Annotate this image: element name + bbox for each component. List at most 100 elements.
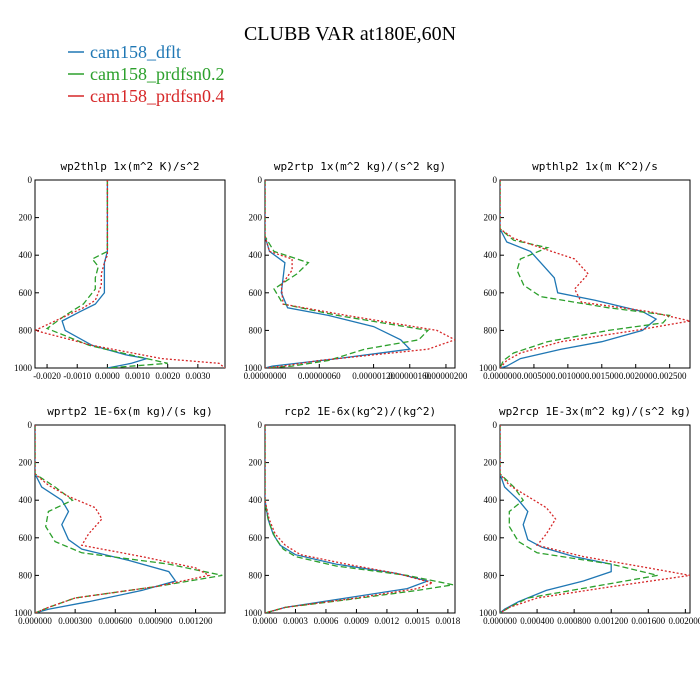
y-tick-label: 1000 xyxy=(14,363,33,373)
x-tick-label: 0.000000 xyxy=(18,616,52,626)
y-tick-label: 600 xyxy=(249,533,263,543)
y-tick-label: 200 xyxy=(19,458,33,468)
y-tick-label: 200 xyxy=(19,213,33,223)
y-tick-label: 400 xyxy=(249,495,263,505)
x-tick-label: 0.0018 xyxy=(436,616,461,626)
y-tick-label: 0 xyxy=(493,175,498,185)
panel-title: wp2rtp 1x(m^2 kg)/(s^2 kg) xyxy=(274,160,446,173)
legend-entry: cam158_prdfsn0.4 xyxy=(90,86,224,106)
y-tick-label: 800 xyxy=(19,570,33,580)
x-tick-label: 0.000000 xyxy=(483,371,517,381)
y-tick-label: 400 xyxy=(249,250,263,260)
series-line-1 xyxy=(265,425,430,613)
x-tick-label: 0.00000000 xyxy=(244,371,287,381)
y-tick-label: 200 xyxy=(249,213,263,223)
x-tick-label: 0.0020 xyxy=(155,371,180,381)
panel-title: wpthlp2 1x(m K^2)/s xyxy=(532,160,658,173)
series-line-3 xyxy=(500,425,690,613)
series-line-3 xyxy=(500,180,690,368)
panel-title: wprtp2 1E-6x(m kg)/(s kg) xyxy=(47,405,213,418)
y-tick-label: 600 xyxy=(249,288,263,298)
panel-4: wprtp2 1E-6x(m kg)/(s kg) 0 200 400 600 800 10… xyxy=(14,405,226,626)
x-tick-label: 0.002500 xyxy=(653,371,687,381)
plot-frame xyxy=(499,424,691,614)
panel-title: rcp2 1E-6x(kg^2)/(kg^2) xyxy=(284,405,436,418)
x-tick-label: 0.000900 xyxy=(139,616,173,626)
y-tick-label: 600 xyxy=(19,288,33,298)
series-line-1 xyxy=(500,180,658,368)
x-tick-label: 0.0000 xyxy=(253,616,278,626)
x-tick-label: 0.000600 xyxy=(98,616,132,626)
x-tick-label: 0.0012 xyxy=(375,616,400,626)
x-tick-label: 0.0000 xyxy=(95,371,120,381)
series-line-1 xyxy=(61,180,147,368)
y-tick-label: 0 xyxy=(258,420,263,430)
y-tick-label: 800 xyxy=(249,570,263,580)
panel-3: wpthlp2 1x(m K^2)/s020040060080010000.00… xyxy=(479,160,691,381)
y-tick-label: 0 xyxy=(28,175,33,185)
series-line-3 xyxy=(265,180,455,368)
y-tick-label: 0 xyxy=(493,420,498,430)
x-tick-label: 0.000000 xyxy=(483,616,517,626)
x-tick-label: 0.001500 xyxy=(585,371,619,381)
y-tick-label: 1000 xyxy=(479,608,498,618)
y-tick-label: 800 xyxy=(249,325,263,335)
plot-frame xyxy=(34,179,226,369)
x-tick-label: 0.00000160 xyxy=(388,371,431,381)
x-tick-label: 0.000300 xyxy=(58,616,92,626)
x-tick-label: 0.00000060 xyxy=(298,371,341,381)
panel-1: wp2thlp 1x(m^2 K)/s^202004006008001000-0… xyxy=(14,160,226,381)
y-tick-label: 800 xyxy=(484,325,498,335)
x-tick-label: 0.001200 xyxy=(594,616,628,626)
y-tick-label: 400 xyxy=(19,250,33,260)
y-tick-label: 200 xyxy=(249,458,263,468)
plot-frame xyxy=(34,424,226,614)
x-tick-label: 0.002000 xyxy=(668,616,700,626)
x-tick-label: 0.001000 xyxy=(551,371,585,381)
series-line-1 xyxy=(35,425,177,613)
x-tick-label: 0.0006 xyxy=(314,616,339,626)
x-tick-label: 0.000500 xyxy=(517,371,551,381)
y-tick-label: 600 xyxy=(484,533,498,543)
y-tick-label: 1000 xyxy=(14,608,33,618)
x-tick-label: 0.00000120 xyxy=(352,371,395,381)
y-tick-label: 600 xyxy=(19,533,33,543)
y-tick-label: 800 xyxy=(484,570,498,580)
legend: cam158_dfltcam158_prdfsn0.2cam158_prdfsn… xyxy=(68,42,224,106)
x-tick-label: 0.0015 xyxy=(405,616,430,626)
x-tick-label: 0.000800 xyxy=(557,616,591,626)
panel-title: wp2rcp 1E-3x(m^2 kg)/(s^2 kg) xyxy=(499,405,691,418)
plot-frame xyxy=(499,179,691,369)
series-line-2 xyxy=(45,180,168,368)
legend-entry: cam158_prdfsn0.2 xyxy=(90,64,224,84)
series-line-2 xyxy=(500,425,658,613)
x-tick-label: 0.001600 xyxy=(631,616,665,626)
x-tick-label: 0.00000200 xyxy=(425,371,468,381)
y-tick-label: 200 xyxy=(484,213,498,223)
x-tick-label: 0.0009 xyxy=(344,616,369,626)
figure-title: CLUBB VAR at180E,60N xyxy=(244,23,456,45)
x-tick-label: 0.002000 xyxy=(619,371,653,381)
x-tick-label: -0.0010 xyxy=(63,371,91,381)
x-tick-label: 0.001200 xyxy=(179,616,213,626)
y-tick-label: 0 xyxy=(258,175,263,185)
series-line-3 xyxy=(35,180,225,368)
y-tick-label: 400 xyxy=(484,250,498,260)
series-line-2 xyxy=(500,180,671,368)
y-tick-label: 0 xyxy=(28,420,33,430)
x-tick-label: 0.0010 xyxy=(125,371,150,381)
series-line-1 xyxy=(500,425,612,613)
x-tick-label: 0.000400 xyxy=(520,616,554,626)
series-line-2 xyxy=(265,180,430,368)
x-tick-label: -0.0020 xyxy=(33,371,61,381)
legend-entry: cam158_dflt xyxy=(90,42,181,62)
plot-frame xyxy=(264,424,456,614)
y-tick-label: 600 xyxy=(484,288,498,298)
series-line-2 xyxy=(265,425,454,613)
x-tick-label: 0.0030 xyxy=(185,371,210,381)
y-tick-label: 1000 xyxy=(244,608,263,618)
y-tick-label: 1000 xyxy=(244,363,263,373)
series-line-3 xyxy=(35,425,211,613)
panel-title: wp2thlp 1x(m^2 K)/s^2 xyxy=(60,160,199,173)
